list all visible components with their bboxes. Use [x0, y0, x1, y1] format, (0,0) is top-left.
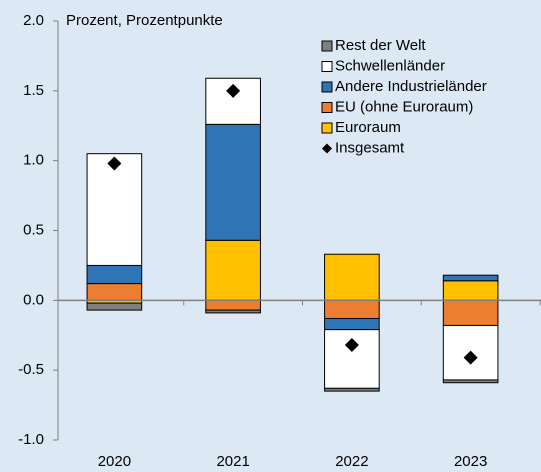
legend-swatch [321, 122, 333, 134]
bar-segment [205, 239, 261, 301]
y-tick-label: 2.0 [23, 12, 44, 29]
y-tick-label: 0.5 [23, 221, 44, 238]
y-tick-label: 1.5 [23, 82, 44, 99]
bar-segment [86, 264, 143, 285]
legend-swatch [321, 81, 333, 93]
bar-segment [86, 283, 143, 301]
bar-segment [324, 299, 380, 319]
y-tick-label: -1.0 [18, 431, 44, 448]
total-marker [226, 83, 241, 98]
bar-segment [205, 299, 261, 311]
bar-segment [86, 153, 143, 266]
x-tick-label: 2020 [98, 453, 131, 470]
legend-swatch [321, 40, 333, 52]
legend-label: Schwellenländer [335, 57, 445, 74]
total-marker [107, 156, 122, 171]
legend-label: EU (ohne Euroraum) [335, 98, 473, 115]
legend-swatch [321, 102, 333, 113]
legend-swatch [321, 61, 333, 72]
bar-segment [205, 309, 261, 314]
bar-segment [442, 299, 499, 326]
bar-segment [86, 302, 143, 311]
legend-label: Rest der Welt [335, 37, 426, 54]
bar-segment [324, 387, 380, 392]
legend-label: Euroraum [335, 119, 401, 136]
legend-swatch [322, 143, 332, 154]
legend-label: Andere Industrieländer [335, 78, 487, 95]
x-tick-label: 2022 [335, 453, 368, 470]
bar-segment [324, 317, 380, 331]
bar-segment [324, 253, 380, 301]
bar-segment [442, 379, 499, 384]
y-tick-label: 1.0 [23, 152, 44, 169]
x-tick-label: 2021 [216, 453, 249, 470]
x-tick-label: 2023 [454, 453, 487, 470]
y-tick-label: -0.5 [18, 361, 44, 378]
total-marker [344, 338, 359, 353]
bar-segment [442, 280, 499, 301]
y-axis-label: Prozent, Prozentpunkte [66, 12, 223, 29]
y-tick-label: 0.0 [23, 291, 44, 308]
legend-label: Insgesamt [335, 139, 405, 156]
total-marker [463, 350, 478, 365]
bar-segment [442, 274, 499, 282]
bar-segment [205, 123, 261, 241]
